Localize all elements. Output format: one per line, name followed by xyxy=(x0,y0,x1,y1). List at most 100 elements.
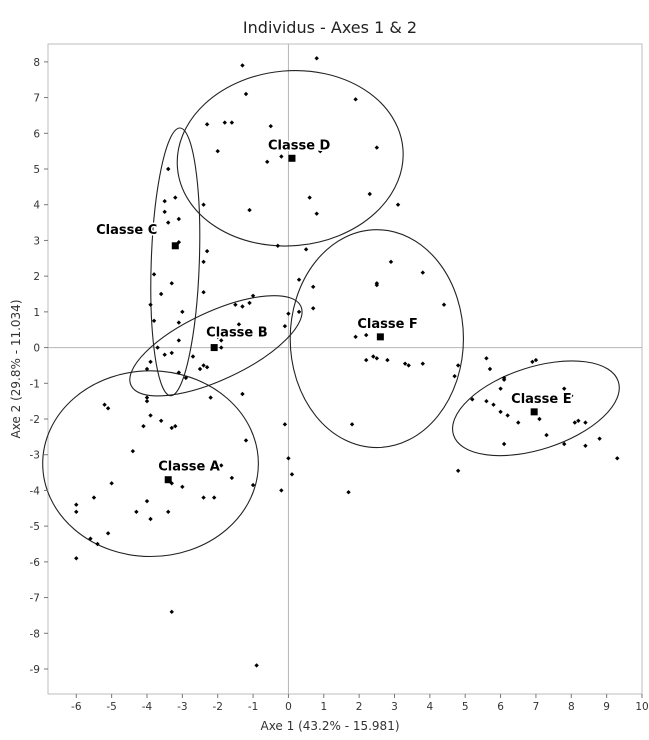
data-point xyxy=(201,259,206,265)
data-point xyxy=(91,495,97,500)
y-tick-label: 3 xyxy=(33,235,40,247)
data-point xyxy=(155,345,160,350)
centroid-marker xyxy=(164,476,172,484)
data-point xyxy=(229,327,235,332)
data-point xyxy=(190,354,196,359)
data-point xyxy=(501,375,507,381)
data-point xyxy=(388,259,394,265)
data-point xyxy=(268,123,273,129)
y-tick-label: -7 xyxy=(30,593,40,605)
data-point xyxy=(282,323,288,329)
x-tick-label: 4 xyxy=(427,701,434,713)
y-tick-label: 7 xyxy=(33,93,40,105)
y-tick-label: -4 xyxy=(30,485,41,497)
data-point xyxy=(289,472,295,477)
data-point xyxy=(233,302,238,307)
data-point xyxy=(254,663,259,668)
centroid-label: Classe C xyxy=(96,223,157,238)
data-point xyxy=(204,122,210,127)
data-point xyxy=(219,463,224,468)
data-point xyxy=(180,309,185,315)
data-point xyxy=(374,145,380,150)
y-tick-label: -9 xyxy=(30,664,40,676)
y-axis-label: Axe 2 (29.8% - 11.034) xyxy=(9,299,23,438)
data-point xyxy=(282,422,288,427)
data-point xyxy=(265,159,270,165)
data-point xyxy=(385,357,390,363)
data-point xyxy=(169,281,174,286)
y-tick-label: -2 xyxy=(30,414,40,426)
data-point xyxy=(151,318,157,323)
data-points xyxy=(74,56,620,668)
y-tick-label: 8 xyxy=(33,57,40,69)
data-point xyxy=(197,366,203,372)
data-point xyxy=(572,420,578,425)
data-point xyxy=(148,302,153,307)
data-point xyxy=(222,120,227,125)
x-tick-label: -4 xyxy=(142,701,153,713)
ellipse-classe-f xyxy=(289,229,464,449)
data-point xyxy=(583,443,588,448)
data-point xyxy=(562,386,567,391)
data-point xyxy=(470,397,475,402)
data-point xyxy=(441,302,447,307)
data-point xyxy=(169,350,174,356)
data-point xyxy=(102,402,107,407)
y-tick-label: -6 xyxy=(30,557,41,569)
data-point xyxy=(314,56,319,61)
data-point xyxy=(402,361,408,366)
ellipse-classe-a xyxy=(42,370,259,558)
class-ellipses xyxy=(42,70,620,558)
data-point xyxy=(211,495,217,500)
data-point xyxy=(250,482,256,488)
data-point xyxy=(166,220,171,225)
data-point xyxy=(310,306,316,311)
data-point xyxy=(204,365,210,370)
data-point xyxy=(74,556,79,561)
data-point xyxy=(296,277,302,282)
ellipse-classe-c xyxy=(150,127,201,397)
data-point xyxy=(243,438,249,443)
centroid-label: Classe D xyxy=(268,138,331,153)
y-tick-label: -3 xyxy=(30,450,40,462)
data-point xyxy=(597,436,602,441)
plot-area xyxy=(47,43,643,695)
data-point xyxy=(498,409,503,415)
x-tick-label: 5 xyxy=(462,701,469,713)
data-point xyxy=(240,391,245,397)
x-tick-label: -1 xyxy=(248,701,258,713)
x-tick-label: 1 xyxy=(320,701,327,713)
data-point xyxy=(501,441,507,447)
data-point xyxy=(144,395,150,400)
data-point xyxy=(88,536,93,541)
data-point xyxy=(215,334,220,340)
data-point xyxy=(236,322,242,327)
data-point xyxy=(371,354,376,359)
data-point xyxy=(240,63,245,68)
data-point xyxy=(176,216,182,222)
data-point xyxy=(314,211,319,216)
data-point xyxy=(615,456,620,461)
data-point xyxy=(562,441,567,447)
centroid-label: Classe A xyxy=(158,460,220,475)
centroid-label: Classe B xyxy=(206,326,268,341)
x-tick-label: 9 xyxy=(603,701,610,713)
data-point xyxy=(487,366,493,372)
data-point xyxy=(130,448,136,454)
data-point xyxy=(134,509,139,515)
data-point xyxy=(166,166,171,172)
data-point xyxy=(183,375,189,381)
x-tick-label: 2 xyxy=(356,701,363,713)
data-point xyxy=(219,338,224,343)
y-tick-label: 5 xyxy=(33,164,40,176)
data-point xyxy=(229,475,235,481)
data-point xyxy=(144,366,150,372)
data-point xyxy=(279,488,284,493)
data-point xyxy=(201,363,206,368)
centroid-marker xyxy=(530,408,538,416)
data-point xyxy=(296,309,302,315)
x-tick-label: 7 xyxy=(533,701,540,713)
centroid-marker xyxy=(376,333,384,341)
data-point xyxy=(484,356,489,361)
ellipse-classe-b xyxy=(129,295,303,397)
